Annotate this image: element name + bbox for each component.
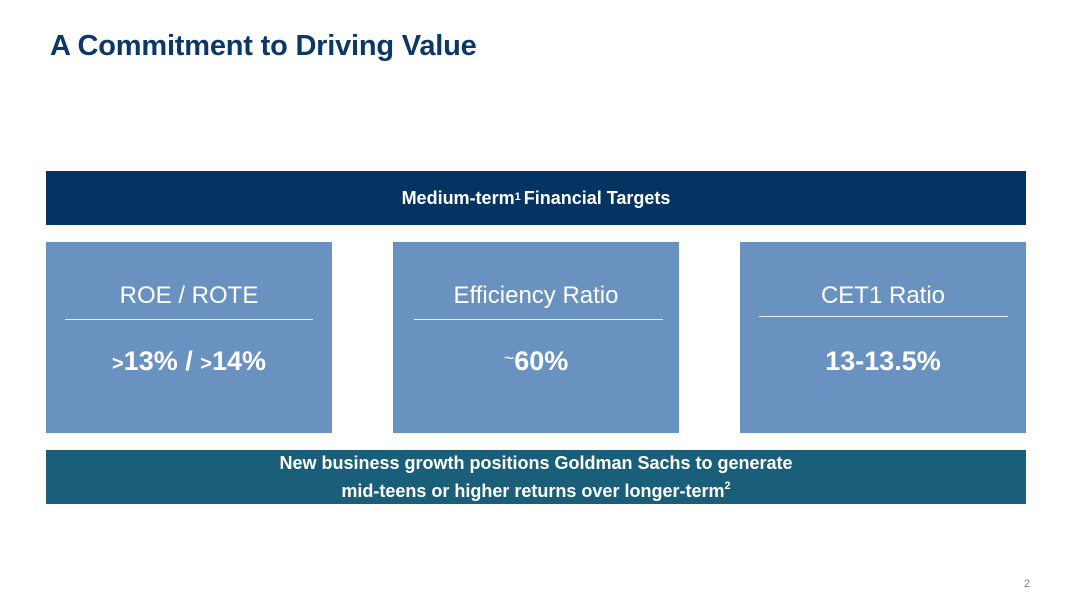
target-card-cet1: CET1 Ratio 13-13.5% <box>740 242 1026 433</box>
card-divider <box>759 316 1008 317</box>
banner-text-suffix: Financial Targets <box>523 187 671 208</box>
target-card-roe: ROE / ROTE >13% / >14% <box>46 242 332 433</box>
card-value: >13% / >14% <box>112 346 266 376</box>
card-label: Efficiency Ratio <box>453 282 619 309</box>
target-card-efficiency: Efficiency Ratio ~60% <box>393 242 679 433</box>
card-value: 13-13.5% <box>825 346 941 376</box>
page-number: 2 <box>1023 578 1030 590</box>
card-divider <box>414 319 663 320</box>
banner-text: Medium-term <box>401 187 515 208</box>
card-label: ROE / ROTE <box>119 282 259 309</box>
growth-statement-banner: New business growth positions Goldman Sa… <box>46 450 1026 504</box>
page-title: A Commitment to Driving Value <box>50 30 477 62</box>
banner-footnote-marker: 1 <box>514 191 521 203</box>
card-divider <box>65 319 313 320</box>
growth-line-1: New business growth positions Goldman Sa… <box>279 453 793 473</box>
card-label: CET1 Ratio <box>820 282 946 309</box>
financial-targets-banner: Medium-term 1 Financial Targets <box>46 171 1026 225</box>
growth-line-2: mid-teens or higher returns over longer-… <box>341 480 731 501</box>
card-value: ~60% <box>503 346 569 376</box>
growth-footnote-marker: 2 <box>724 480 731 492</box>
